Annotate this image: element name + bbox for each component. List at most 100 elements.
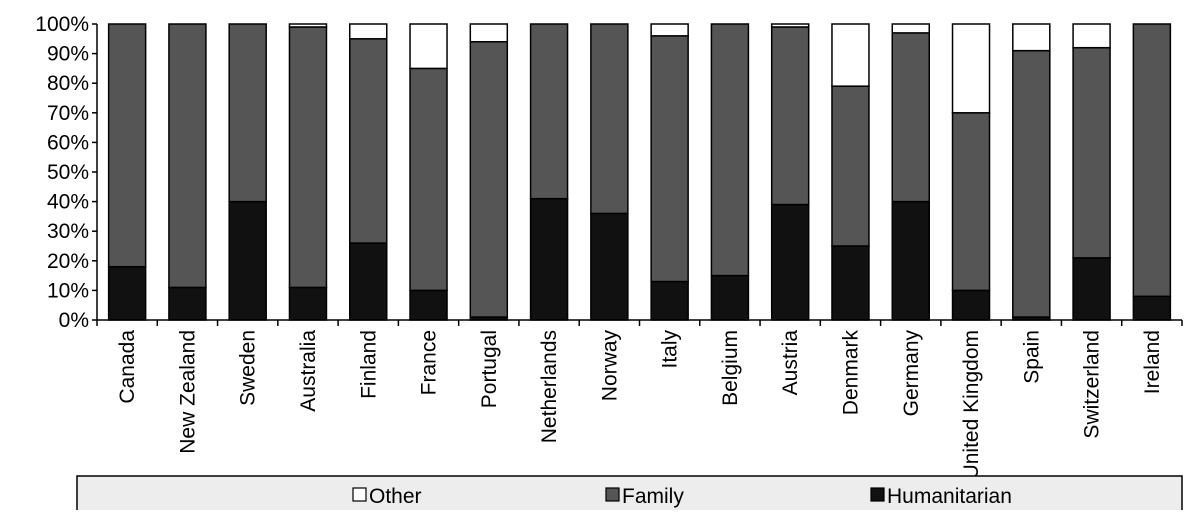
- axes-layer: [92, 23, 1183, 326]
- bars-layer: [107, 23, 1172, 321]
- bar-segment-family-france: [409, 67, 448, 292]
- category-label-portugal: Portugal: [478, 330, 501, 408]
- bar-segment-humanitarian-norway: [590, 212, 629, 321]
- category-label-austria: Austria: [779, 330, 802, 396]
- bar-segment-humanitarian-germany: [891, 200, 930, 321]
- bar-segment-humanitarian-united-kingdom: [951, 289, 991, 321]
- y-tick-label: 40%: [47, 191, 89, 214]
- y-tick-label: 0%: [59, 309, 89, 332]
- bar-segment-humanitarian-switzerland: [1072, 257, 1111, 321]
- bar-segment-other-france: [409, 23, 448, 70]
- bar-segment-family-portugal: [469, 41, 509, 318]
- bar-segment-family-sweden: [228, 23, 267, 203]
- y-tick-label: 80%: [47, 72, 89, 95]
- category-label-text: Spain: [1020, 330, 1043, 384]
- category-label-finland: Finland: [357, 330, 380, 399]
- bar-segment-family-austria: [770, 26, 810, 206]
- category-label-text: Belgium: [719, 330, 742, 406]
- category-label-text: Italy: [659, 330, 682, 369]
- category-label-united-kingdom: United Kingdom: [960, 330, 983, 479]
- bar-segment-family-germany: [891, 32, 930, 203]
- bar-segment-other-germany: [891, 23, 930, 34]
- category-label-denmark: Denmark: [839, 330, 862, 416]
- bar-segment-family-australia: [288, 26, 328, 289]
- category-label-spain: Spain: [1020, 330, 1043, 384]
- category-label-text: Canada: [116, 330, 139, 404]
- category-label-switzerland: Switzerland: [1081, 330, 1104, 439]
- category-label-sweden: Sweden: [237, 330, 260, 406]
- legend-box: [76, 475, 1183, 515]
- category-label-text: Norway: [598, 330, 621, 402]
- category-label-text: United Kingdom: [960, 330, 983, 479]
- y-tick-label: 50%: [47, 161, 89, 184]
- category-label-new-zealand: New Zealand: [176, 330, 199, 454]
- bar-segment-humanitarian-austria: [770, 203, 810, 321]
- category-label-text: New Zealand: [176, 330, 199, 454]
- category-label-text: Ireland: [1141, 330, 1164, 394]
- y-tick-label: 30%: [47, 220, 89, 243]
- y-tick-label: 90%: [47, 43, 89, 66]
- bar-segment-family-belgium: [710, 23, 750, 277]
- category-label-belgium: Belgium: [719, 330, 742, 406]
- y-tick-label: 10%: [47, 279, 89, 302]
- bar-segment-other-spain: [1012, 23, 1051, 52]
- bar-segment-humanitarian-netherlands: [529, 197, 569, 321]
- bar-segment-family-ireland: [1132, 23, 1172, 298]
- bar-segment-family-canada: [107, 23, 147, 268]
- bar-segment-family-spain: [1012, 49, 1051, 318]
- y-tick-label: 20%: [47, 250, 89, 273]
- legend-swatch-humanitarian: [870, 487, 885, 502]
- y-tick-labels: 0% 10% 20% 30% 40% 50% 60% 70% 80% 90% 100%: [35, 13, 89, 332]
- bar-segment-other-australia: [288, 23, 328, 28]
- bar-segment-other-switzerland: [1072, 23, 1111, 49]
- bar-segment-humanitarian-sweden: [228, 200, 267, 321]
- bar-segment-family-netherlands: [529, 23, 569, 200]
- legend-label-other: Other: [369, 485, 422, 508]
- bar-segment-other-finland: [349, 23, 388, 40]
- bar-segment-family-united-kingdom: [951, 112, 991, 292]
- category-label-germany: Germany: [900, 330, 923, 417]
- category-label-norway: Norway: [598, 330, 621, 402]
- bar-segment-humanitarian-denmark: [831, 245, 870, 321]
- category-label-france: France: [418, 330, 441, 395]
- category-label-canada: Canada: [116, 330, 139, 404]
- bar-segment-humanitarian-italy: [650, 280, 689, 321]
- y-tick-label: 100%: [35, 13, 89, 36]
- bar-segment-other-denmark: [831, 23, 870, 87]
- category-label-text: Finland: [357, 330, 380, 399]
- category-label-text: Germany: [900, 330, 923, 417]
- category-labels: Canada New Zealand Sweden Australia Finland F…: [116, 330, 1164, 480]
- bar-segment-family-new-zealand: [168, 23, 207, 289]
- bar-segment-humanitarian-australia: [288, 286, 328, 321]
- bar-segment-humanitarian-belgium: [710, 274, 750, 321]
- legend-swatch-other: [352, 487, 367, 502]
- category-label-text: Netherlands: [538, 330, 561, 443]
- bar-segment-other-austria: [770, 23, 810, 28]
- category-label-netherlands: Netherlands: [538, 330, 561, 443]
- category-label-text: Portugal: [478, 330, 501, 408]
- legend-label-family: Family: [622, 485, 684, 508]
- y-tick-label: 60%: [47, 131, 89, 154]
- bar-segment-humanitarian-finland: [349, 242, 388, 321]
- bar-segment-humanitarian-canada: [107, 265, 147, 321]
- bar-segment-family-denmark: [831, 85, 870, 247]
- y-tick-label: 70%: [47, 102, 89, 125]
- bar-segment-family-italy: [650, 35, 689, 283]
- category-label-text: Australia: [297, 330, 320, 412]
- category-label-text: Denmark: [839, 330, 862, 416]
- category-label-italy: Italy: [659, 330, 682, 369]
- bar-segment-humanitarian-france: [409, 289, 448, 321]
- bar-segment-other-italy: [650, 23, 689, 37]
- bar-segment-family-norway: [590, 23, 629, 215]
- bar-segment-humanitarian-new-zealand: [168, 286, 207, 321]
- category-label-text: Switzerland: [1081, 330, 1104, 439]
- category-label-text: France: [418, 330, 441, 395]
- bar-segment-family-switzerland: [1072, 46, 1111, 259]
- legend-label-humanitarian: Humanitarian: [887, 485, 1012, 508]
- category-label-australia: Australia: [297, 330, 320, 412]
- legend-swatch-family: [605, 487, 620, 502]
- bar-segment-other-portugal: [469, 23, 509, 43]
- category-label-text: Austria: [779, 330, 802, 396]
